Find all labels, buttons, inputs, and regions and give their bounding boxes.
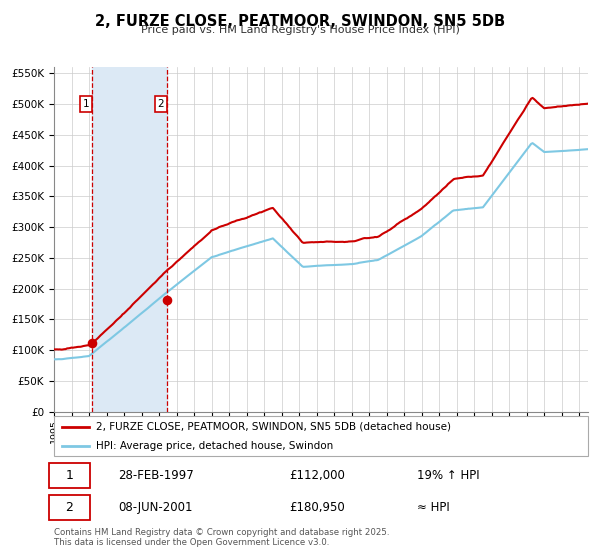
Text: ≈ HPI: ≈ HPI	[417, 501, 450, 514]
Text: 2, FURZE CLOSE, PEATMOOR, SWINDON, SN5 5DB (detached house): 2, FURZE CLOSE, PEATMOOR, SWINDON, SN5 5…	[95, 422, 451, 432]
Point	[87, 338, 97, 347]
Bar	[92, 67, 167, 412]
Text: 2: 2	[158, 99, 164, 109]
Text: 28-FEB-1997: 28-FEB-1997	[118, 469, 194, 482]
Text: Contains HM Land Registry data © Crown copyright and database right 2025.
This d: Contains HM Land Registry data © Crown c…	[54, 528, 389, 547]
Text: HPI: Average price, detached house, Swindon: HPI: Average price, detached house, Swin…	[95, 441, 333, 450]
Text: 08-JUN-2001: 08-JUN-2001	[118, 501, 193, 514]
Text: 1: 1	[65, 469, 73, 482]
Text: £180,950: £180,950	[289, 501, 345, 514]
Text: £112,000: £112,000	[289, 469, 345, 482]
Text: 2: 2	[65, 501, 73, 514]
FancyBboxPatch shape	[54, 416, 588, 456]
Text: Price paid vs. HM Land Registry's House Price Index (HPI): Price paid vs. HM Land Registry's House …	[140, 25, 460, 35]
Point	[162, 296, 172, 305]
FancyBboxPatch shape	[49, 463, 91, 488]
Text: 2, FURZE CLOSE, PEATMOOR, SWINDON, SN5 5DB: 2, FURZE CLOSE, PEATMOOR, SWINDON, SN5 5…	[95, 14, 505, 29]
Text: 1: 1	[83, 99, 89, 109]
FancyBboxPatch shape	[49, 495, 91, 520]
Text: 19% ↑ HPI: 19% ↑ HPI	[417, 469, 480, 482]
